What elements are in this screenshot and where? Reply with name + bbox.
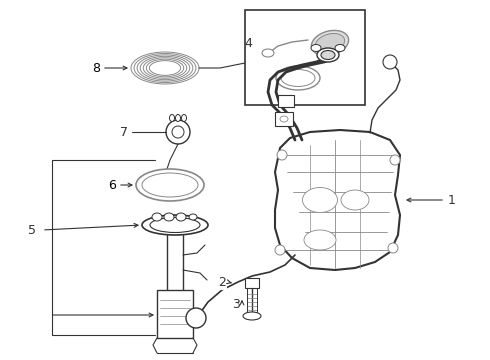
Ellipse shape (176, 213, 186, 221)
Text: 3: 3 (232, 298, 240, 311)
Circle shape (265, 55, 275, 65)
Bar (157, 290, 193, 338)
Ellipse shape (189, 214, 197, 220)
Ellipse shape (302, 188, 338, 212)
Text: 6: 6 (108, 179, 116, 192)
Ellipse shape (181, 114, 187, 122)
Text: 5: 5 (28, 224, 36, 237)
Circle shape (390, 155, 400, 165)
Ellipse shape (152, 213, 162, 221)
Ellipse shape (140, 56, 190, 80)
Ellipse shape (134, 53, 196, 82)
Text: 4: 4 (244, 36, 252, 50)
Bar (245, 278, 259, 288)
Ellipse shape (170, 114, 174, 122)
Circle shape (277, 150, 287, 160)
Circle shape (388, 243, 398, 253)
Ellipse shape (311, 45, 321, 51)
Ellipse shape (243, 312, 261, 320)
Ellipse shape (143, 58, 187, 78)
Bar (278, 95, 294, 107)
Polygon shape (275, 130, 400, 270)
Ellipse shape (304, 230, 336, 250)
Ellipse shape (281, 69, 315, 86)
Ellipse shape (341, 190, 369, 210)
Ellipse shape (136, 169, 204, 201)
Ellipse shape (316, 33, 344, 53)
Bar (245, 10, 365, 105)
Ellipse shape (149, 60, 181, 75)
Ellipse shape (142, 173, 198, 197)
Ellipse shape (137, 55, 193, 81)
Ellipse shape (175, 114, 180, 122)
Ellipse shape (262, 49, 274, 57)
Ellipse shape (131, 52, 199, 84)
Circle shape (275, 245, 285, 255)
Ellipse shape (311, 30, 348, 55)
Bar (154, 170, 176, 184)
Ellipse shape (321, 50, 335, 59)
Text: 1: 1 (448, 194, 456, 207)
Bar (275, 112, 293, 126)
Ellipse shape (280, 116, 288, 122)
Ellipse shape (150, 217, 200, 233)
Ellipse shape (147, 59, 184, 77)
Ellipse shape (276, 66, 320, 90)
Circle shape (172, 126, 184, 138)
Ellipse shape (317, 48, 339, 62)
Text: 2: 2 (218, 275, 226, 288)
Circle shape (186, 308, 206, 328)
Text: 8: 8 (92, 62, 100, 75)
Ellipse shape (142, 215, 208, 235)
Ellipse shape (164, 213, 174, 221)
Ellipse shape (335, 45, 345, 51)
Text: 7: 7 (120, 126, 128, 139)
Circle shape (383, 55, 397, 69)
Circle shape (166, 120, 190, 144)
